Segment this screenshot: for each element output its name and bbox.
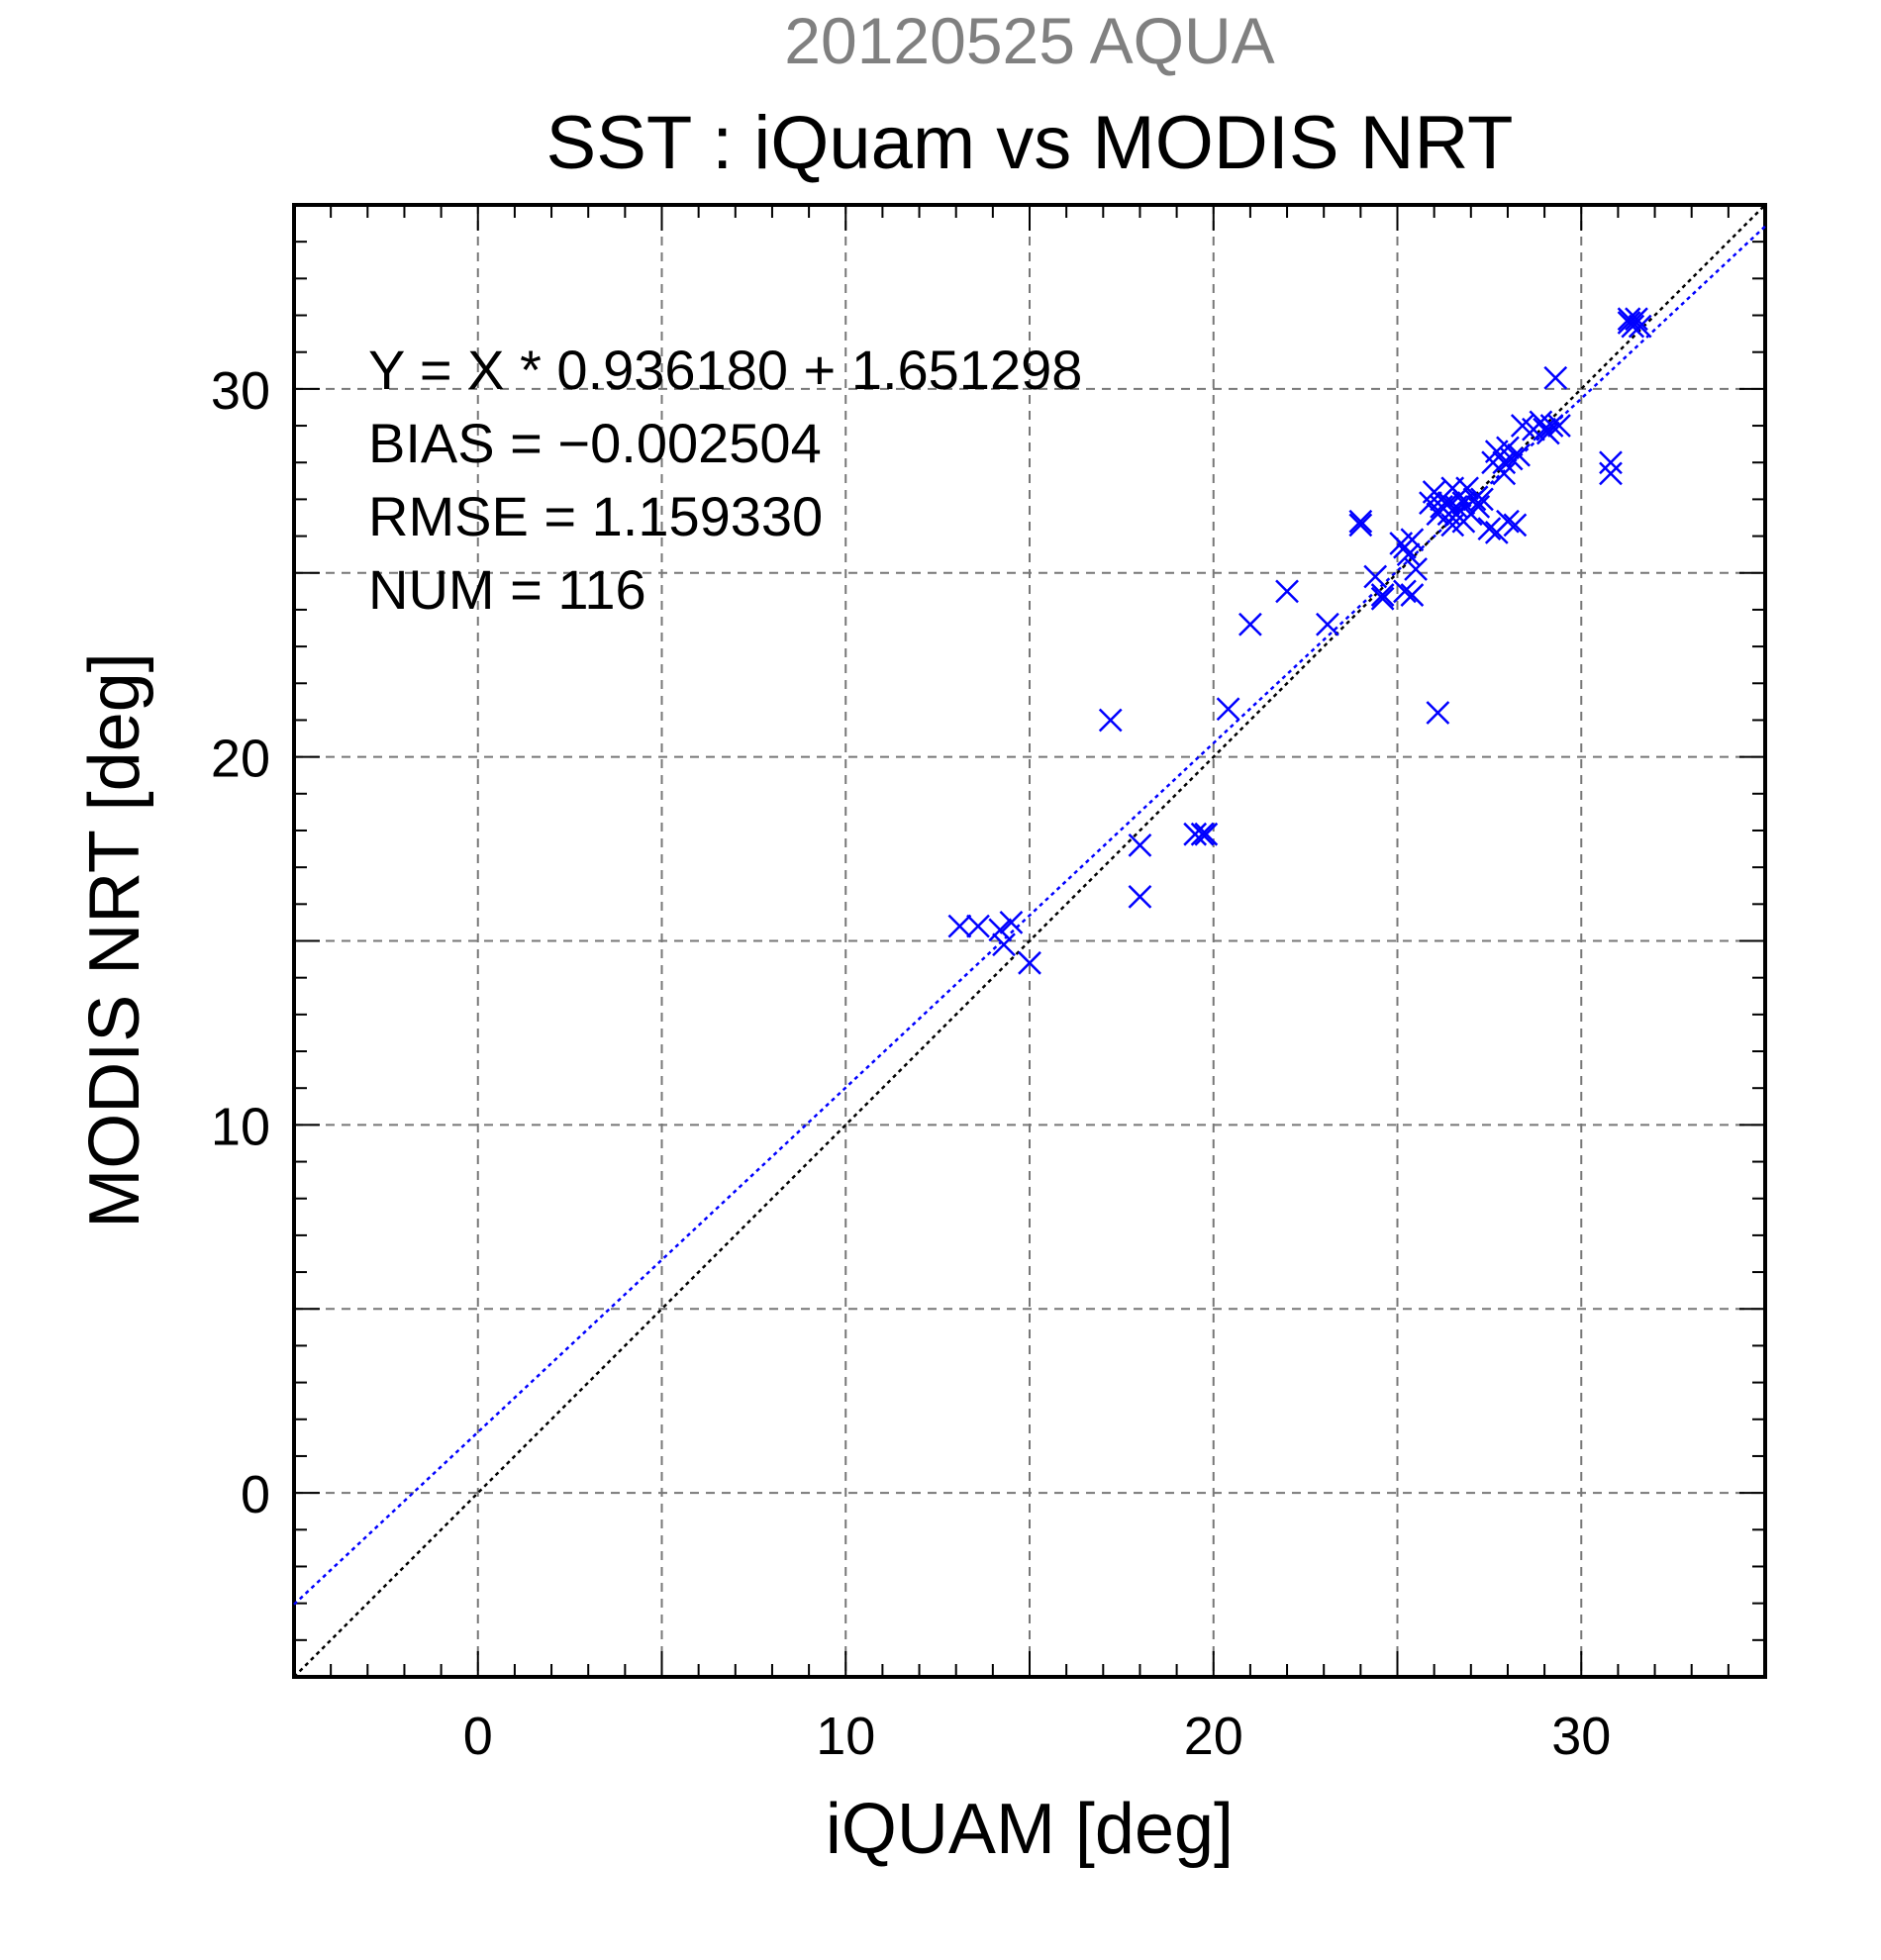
data-point: [1316, 612, 1339, 637]
data-point: [947, 914, 972, 938]
x-axis-label: iQUAM [deg]: [826, 1790, 1234, 1869]
data-points: [947, 307, 1652, 975]
identity-line: [293, 204, 1766, 1678]
data-point: [1535, 421, 1560, 445]
data-point: [1599, 461, 1623, 486]
data-point: [1455, 476, 1479, 501]
data-point: [1370, 586, 1395, 611]
data-point: [1499, 446, 1524, 471]
data-point: [1503, 513, 1528, 538]
data-point: [1194, 822, 1219, 846]
y-tick-label: 20: [211, 730, 270, 789]
data-point: [1426, 701, 1450, 725]
x-tick-label: 0: [463, 1707, 493, 1766]
data-point: [1128, 885, 1152, 909]
tick-labels: 0 0 10 10 20 20 30 30: [211, 361, 1611, 1766]
y-tick-label: 0: [241, 1465, 270, 1524]
data-point: [1400, 528, 1425, 552]
data-point: [1539, 414, 1564, 438]
y-tick-label: 30: [211, 361, 270, 421]
data-point: [1543, 365, 1568, 390]
grid-lines: [294, 205, 1765, 1677]
chart-title: SST : iQuam vs MODIS NRT: [546, 101, 1514, 185]
data-point: [1477, 517, 1502, 541]
chart-supertitle: 20120525 AQUA: [784, 4, 1274, 77]
data-point: [1492, 461, 1517, 486]
data-point: [1507, 442, 1531, 467]
data-point: [992, 932, 1016, 957]
data-point: [1462, 487, 1487, 512]
data-point: [1492, 450, 1517, 475]
rmse-value: RMSE = 1.159330: [368, 485, 823, 547]
minor-ticks: [294, 205, 1765, 1677]
y-tick-label: 10: [211, 1097, 270, 1156]
x-tick-label: 20: [1184, 1707, 1243, 1766]
data-point: [1466, 494, 1491, 519]
data-point: [1470, 487, 1494, 512]
y-axis-label: MODIS NRT [deg]: [75, 652, 154, 1228]
plot-frame: [292, 203, 1767, 1679]
data-point: [1625, 307, 1648, 332]
data-point: [1396, 542, 1421, 567]
data-point: [966, 914, 990, 938]
data-point: [1370, 583, 1395, 607]
fit-equation: Y = X * 0.936180 + 1.651298: [368, 339, 1082, 401]
data-point: [1628, 314, 1652, 339]
data-point: [1348, 513, 1373, 538]
data-point: [1400, 583, 1425, 607]
data-point: [1621, 314, 1645, 339]
num-value: NUM = 116: [368, 558, 646, 621]
data-point: [1496, 509, 1520, 534]
data-point: [1128, 833, 1152, 857]
data-point: [1183, 822, 1208, 846]
data-point: [1275, 579, 1299, 604]
data-point: [1617, 307, 1641, 332]
data-point: [1216, 697, 1240, 722]
bias-value: BIAS = −0.002504: [368, 412, 822, 474]
data-point: [999, 911, 1024, 934]
x-tick-label: 10: [816, 1707, 875, 1766]
data-point: [1238, 612, 1262, 637]
data-point: [988, 918, 1013, 942]
data-point: [1404, 557, 1428, 581]
data-point: [1348, 509, 1373, 534]
data-point: [1098, 708, 1123, 733]
data-point: [1363, 564, 1388, 589]
x-tick-label: 30: [1551, 1707, 1611, 1766]
data-point: [1393, 579, 1417, 604]
data-point: [1599, 450, 1623, 475]
data-point: [1018, 950, 1041, 975]
data-point: [1547, 414, 1571, 438]
data-point: [1190, 822, 1215, 846]
